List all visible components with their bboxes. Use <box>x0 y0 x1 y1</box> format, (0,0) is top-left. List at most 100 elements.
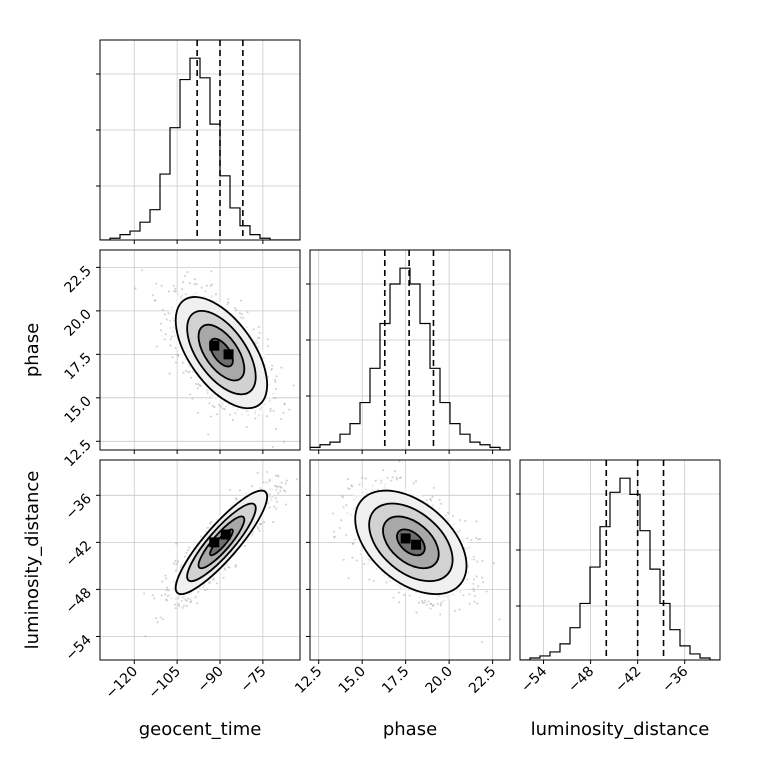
sample-point <box>187 371 190 374</box>
sample-point <box>364 477 367 480</box>
sample-point <box>194 596 197 599</box>
sample-point <box>427 600 430 603</box>
panel-frame <box>309 249 511 451</box>
sample-point <box>280 366 283 369</box>
sample-point <box>282 411 285 414</box>
density-group-geocent_time-luminosity_distance <box>143 470 298 638</box>
sample-point <box>181 288 184 291</box>
sample-point <box>391 476 394 479</box>
y-tick-label-luminosity_distance: −36 <box>63 491 95 523</box>
sample-point <box>272 521 275 524</box>
sample-point <box>194 382 198 385</box>
sample-point <box>398 460 401 463</box>
sample-point <box>186 597 189 600</box>
sample-point <box>256 471 259 474</box>
sample-point <box>167 290 171 293</box>
density-peak-cell <box>209 537 220 548</box>
sample-point <box>185 605 188 608</box>
sample-point <box>164 574 167 577</box>
sample-point <box>472 589 475 592</box>
sample-point <box>228 566 231 569</box>
sample-point <box>368 578 371 581</box>
sample-point <box>283 403 286 406</box>
sample-point <box>176 354 180 357</box>
sample-point <box>348 487 351 491</box>
x-tick-label-geocent_time: −120 <box>103 664 142 703</box>
sample-point <box>259 522 262 526</box>
sample-point <box>473 594 476 597</box>
sample-point <box>212 578 215 582</box>
sample-point <box>342 506 345 509</box>
sample-point <box>209 284 212 287</box>
sample-point <box>214 293 218 296</box>
sample-point <box>252 328 255 331</box>
sample-point <box>498 618 501 621</box>
sample-point <box>260 522 263 525</box>
sample-point <box>175 542 178 545</box>
sample-point <box>400 476 403 479</box>
sample-point <box>458 608 461 611</box>
sample-point <box>193 278 196 281</box>
sample-point <box>245 426 248 429</box>
sample-point <box>185 599 188 602</box>
sample-point <box>276 474 279 477</box>
sample-point <box>182 604 186 607</box>
histogram-group-geocent_time <box>100 40 300 240</box>
sample-point <box>282 440 285 443</box>
sample-point <box>477 538 480 541</box>
sample-point <box>346 487 350 490</box>
sample-point <box>274 484 277 487</box>
panel-frame <box>99 459 301 661</box>
sample-point <box>220 405 223 408</box>
panel-frame <box>519 459 721 661</box>
sample-point <box>285 479 288 482</box>
sample-point <box>485 590 488 593</box>
sample-point <box>380 479 383 482</box>
sample-point <box>472 587 475 590</box>
sample-point <box>177 603 180 606</box>
sample-point <box>172 284 175 287</box>
sample-point <box>430 602 433 605</box>
sample-point <box>468 602 471 605</box>
histogram-step-phase <box>310 267 510 450</box>
sample-point <box>372 579 375 583</box>
sample-point <box>256 336 260 339</box>
sample-point <box>385 581 388 584</box>
sample-point <box>263 521 266 524</box>
sample-point <box>292 384 295 387</box>
sample-point <box>358 483 361 486</box>
sample-point <box>345 504 348 507</box>
histogram-step-geocent_time <box>100 57 300 240</box>
contour-line <box>186 502 257 583</box>
sample-point <box>211 283 214 286</box>
contour-line <box>354 489 468 596</box>
y-tick-label-phase: 15.0 <box>61 393 94 426</box>
sample-point <box>429 603 432 606</box>
sample-point <box>143 592 146 595</box>
sample-point <box>155 282 158 285</box>
sample-point <box>333 535 336 538</box>
sample-point <box>231 419 235 422</box>
density-peak-cell <box>220 529 231 540</box>
sample-point <box>269 409 272 412</box>
sample-point <box>440 502 443 505</box>
sample-point <box>171 356 174 359</box>
sample-point <box>235 497 238 500</box>
sample-point <box>154 299 157 302</box>
sample-point <box>452 514 455 518</box>
sample-point <box>257 325 260 328</box>
sample-point <box>197 590 200 593</box>
sample-point <box>208 582 211 585</box>
sample-point <box>176 560 180 563</box>
x-tick-label-geocent_time: −90 <box>195 664 227 696</box>
sample-point <box>280 481 283 484</box>
sample-point <box>340 495 343 498</box>
sample-point <box>178 605 181 608</box>
sample-point <box>431 495 434 498</box>
sample-point <box>268 478 271 481</box>
sample-point <box>207 433 210 436</box>
contour-line <box>209 337 234 368</box>
contour-line <box>396 528 426 557</box>
sample-point <box>182 281 185 284</box>
sample-point <box>439 602 442 605</box>
